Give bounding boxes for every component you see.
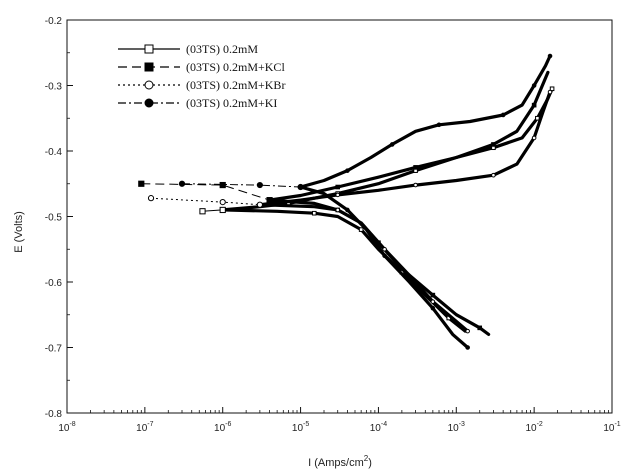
data-point-marker [477, 325, 483, 331]
x-tick-label: 10-7 [136, 421, 153, 434]
data-point-marker [430, 305, 436, 311]
series-layer [138, 53, 555, 350]
data-point-marker [382, 246, 387, 252]
data-point-marker [465, 345, 470, 350]
x-tick-label: 10-4 [370, 421, 387, 434]
y-axis-ticks: -0.2 -0.3 -0.4 -0.5 -0.6 -0.7 -0.8 [45, 16, 73, 420]
y-tick-label: -0.6 [45, 278, 63, 289]
data-point-marker [500, 112, 506, 118]
data-point-marker [436, 122, 442, 128]
series-anodic-branch [258, 90, 552, 207]
legend-label: (03TS) 0.2mM+KBr [186, 78, 285, 92]
series-cathodic-branch [221, 208, 467, 333]
series-filled-circle [178, 53, 553, 350]
data-point-marker [531, 102, 537, 108]
data-point-marker [144, 44, 154, 54]
data-point-marker [144, 80, 154, 90]
x-tick-label: 10-3 [448, 421, 465, 434]
series-cathodic-branch [299, 185, 470, 350]
legend: (03TS) 0.2mM (03TS) 0.2mM+KCl (03TS) 0.2mM… [118, 42, 285, 110]
data-point-marker [465, 328, 470, 334]
series-tail-line [181, 183, 301, 188]
data-point-marker [547, 89, 553, 95]
series-open-circle [147, 89, 553, 334]
data-point-marker [358, 227, 364, 232]
series-tail-line [141, 183, 270, 201]
x-axis-label: I (Amps/cm2) [308, 454, 372, 469]
data-point-marker [430, 299, 436, 304]
data-point-marker [430, 292, 436, 298]
data-point-marker [219, 198, 226, 206]
data-point-marker [199, 208, 206, 215]
y-tick-label: -0.2 [45, 16, 63, 27]
data-point-marker [531, 83, 537, 88]
legend-label: (03TS) 0.2mM [186, 42, 258, 56]
data-point-marker [219, 206, 226, 214]
x-axis-ticks: 10-8 10-7 10-6 10-5 10-4 10-3 10-2 10-1 [58, 407, 621, 434]
x-tick-label: 10-2 [525, 421, 542, 434]
y-tick-label: -0.5 [45, 213, 63, 224]
data-point-marker [547, 53, 553, 59]
series-tail-line [150, 197, 260, 206]
data-point-marker [335, 207, 341, 213]
legend-label: (03TS) 0.2mM+KI [186, 96, 277, 110]
y-tick-label: -0.4 [45, 147, 63, 158]
data-point-marker [297, 183, 304, 191]
series-open-square [199, 86, 555, 333]
minor-ticks [90, 410, 609, 413]
x-tick-label: 10-8 [58, 421, 75, 434]
x-tick-label: 10-6 [214, 421, 231, 434]
data-point-marker [413, 182, 418, 188]
data-point-marker [256, 181, 263, 189]
data-point-marker [413, 165, 418, 170]
data-point-marker [345, 168, 350, 173]
series-cathodic-branch [268, 198, 491, 336]
data-point-marker [144, 98, 154, 108]
data-point-marker [335, 192, 341, 198]
y-tick-label: -0.3 [45, 82, 63, 93]
data-point-marker [219, 181, 226, 189]
data-point-marker [491, 172, 496, 178]
data-point-marker [256, 201, 263, 208]
series-tail-line [202, 209, 223, 212]
data-point-marker [535, 115, 540, 121]
x-tick-label: 10-1 [603, 421, 620, 434]
data-point-marker [382, 253, 387, 259]
series-filled-square [138, 70, 550, 336]
legend-label: (03TS) 0.2mM+KCl [186, 60, 285, 74]
data-point-marker [335, 184, 341, 190]
data-point-marker [311, 210, 317, 216]
x-tick-label: 10-5 [292, 421, 309, 434]
data-point-marker [389, 142, 395, 147]
data-point-marker [147, 195, 155, 202]
data-point-marker [531, 135, 537, 141]
data-point-marker [345, 207, 350, 213]
data-point-marker [138, 180, 145, 187]
y-tick-label: -0.8 [45, 409, 63, 420]
data-point-marker [178, 180, 186, 187]
y-tick-label: -0.7 [45, 344, 63, 355]
data-point-marker [549, 86, 555, 92]
data-point-marker [144, 62, 154, 72]
y-axis-label: E (Volts) [13, 211, 25, 253]
data-point-marker [491, 142, 496, 147]
